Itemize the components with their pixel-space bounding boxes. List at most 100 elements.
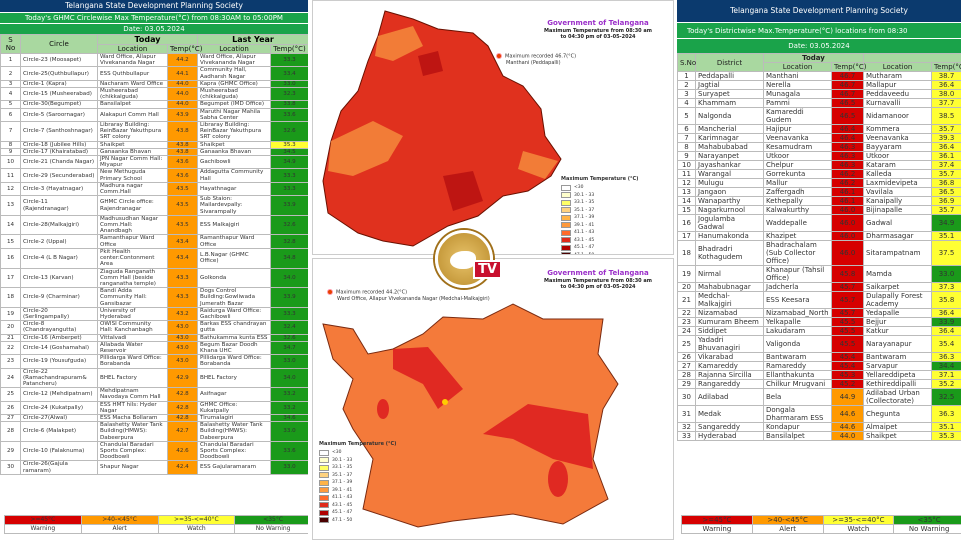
today-location-cell: Kondapur	[763, 422, 832, 432]
table-row: 6 Circle-5 (Saroornagar) Alakapuri Comm Ha…	[0, 107, 308, 123]
circle-cell: Circle-13 (Karvan)	[20, 267, 98, 289]
today-temp-cell: 43.4	[166, 247, 199, 269]
legend-item: 43.1 - 45	[561, 237, 638, 245]
last-year-location-cell: Community Hall, Aadharsh Nagar	[197, 66, 272, 81]
legend-item: 47.1 - 50	[561, 252, 638, 254]
table-row: 2 Jagtial Nerella 46.7 Mallapur 36.4	[677, 80, 961, 90]
col-today: Today	[763, 53, 864, 63]
circle-cell: Circle-1 (Kapra)	[20, 79, 98, 89]
today-temp-cell: 43.6	[166, 155, 199, 170]
circle-cell: Circle-28(Malkajgiri)	[20, 214, 98, 236]
circle-cell: Circle-15 (Musheerabad)	[20, 87, 98, 102]
last-year-temp-cell: 32.8	[270, 234, 308, 249]
sno-cell: 27	[677, 361, 696, 371]
map-top-max-recorded: Maximum recorded 46.7(°C) Manthani (Pedda…	[496, 53, 576, 66]
right-subtitle: Today's Districtwise Max.Temperature(°C)…	[677, 22, 961, 38]
sno-cell: 30	[0, 460, 21, 475]
sno-cell: 13	[677, 187, 696, 197]
table-row: 18 Bhadradri Kothagudem Bhadrachalam (Sub …	[677, 240, 961, 266]
today-temp-cell: 46.2	[831, 178, 864, 188]
district-cell: Karimnagar	[695, 133, 764, 143]
last-year-temp-cell: 35.2	[931, 379, 961, 389]
sno-cell: 28	[0, 421, 21, 442]
table-row: 22 Nizamabad Nizamabad_North 45.7 Yedapalle 3…	[677, 308, 961, 318]
last-year-location-cell: ESS Malkajgiri	[197, 214, 272, 236]
today-temp-cell: 44.0	[166, 87, 199, 102]
table-row: 17 Circle-13 (Karvan) Ziaguda Ranganath Co…	[0, 267, 308, 289]
legend-swatch	[561, 244, 571, 251]
sno-cell: 19	[677, 265, 696, 283]
col-temp: Temp(°C)	[831, 62, 867, 72]
circle-cell: Circle-4 (L B Nagar)	[20, 247, 98, 269]
ghmc-table: S No Circle Today Last Year Location Temp(°C…	[0, 34, 308, 475]
last-year-location-cell: Barkas ESS chandrayan gutta	[197, 320, 272, 335]
district-cell: Adilabad	[695, 388, 764, 406]
last-year-location-cell: Kataram	[863, 160, 932, 170]
district-cell: Khammam	[695, 98, 764, 108]
legend-item: 37.1 - 39	[561, 214, 638, 222]
sno-cell: 11	[677, 169, 696, 179]
today-location-cell: New Methuguda Primary School	[97, 168, 168, 183]
table-row: 18 Circle-9 (Charminar) Bandi Adda Communi…	[0, 287, 308, 308]
sno-cell: 31	[677, 405, 696, 423]
table-row: 4 Khammam Pammi 46.5 Kurnavalli 37.7	[677, 98, 961, 108]
today-temp-cell: 44.6	[831, 422, 864, 432]
col-circle: Circle	[20, 34, 98, 54]
today-location-cell: Manthani	[763, 71, 832, 81]
today-location-cell: Madhusudhan Nagar Comm.Hall: Anandbagh	[97, 214, 168, 236]
sno-cell: 15	[0, 234, 21, 249]
table-row: 16 Jogulamba Gadwal Waddepalle 46.0 Gadwal 34…	[677, 214, 961, 232]
last-year-location-cell: Ward Office, Allapur Vivekananda Nagar	[197, 52, 272, 68]
legend-item: 35.1 - 37	[561, 207, 638, 215]
today-location-cell: BHEL Factory	[97, 367, 168, 389]
legend-swatch	[561, 214, 571, 221]
last-year-temp-cell: 36.4	[931, 80, 961, 90]
table-row: 1 Peddapalli Manthani 46.7 Mutharam 38.7	[677, 71, 961, 81]
circle-cell: Circle-25(Quthbullapur)	[20, 66, 98, 81]
last-year-temp-cell: 35.3	[931, 431, 961, 441]
table-row: 25 Yadadri Bhuvanagiri Valigonda 45.5 Naraya…	[677, 335, 961, 353]
last-year-location-cell: L.B.Nagar (GHMC Office)	[197, 247, 272, 269]
today-location-cell: Pillidarga Ward Office: Borabanda	[97, 354, 168, 369]
sno-cell: 28	[677, 370, 696, 380]
last-year-temp-cell: 34.7	[270, 340, 308, 356]
today-location-cell: Musheerabad (chikkalguda)	[97, 87, 168, 102]
last-year-temp-cell: 33.9	[270, 195, 308, 216]
sno-cell: 7	[0, 121, 21, 142]
today-temp-cell: 45.3	[831, 370, 864, 380]
last-year-temp-cell: 36.4	[931, 142, 961, 152]
last-year-location-cell: Bantwaram	[863, 352, 932, 362]
legend-swatch	[561, 252, 571, 254]
last-year-temp-cell: 36.5	[931, 187, 961, 197]
legend-item: 45.1 - 47	[319, 509, 396, 517]
today-temp-cell: 46.7	[831, 89, 864, 99]
last-year-location-cell: Shaikpet	[197, 140, 272, 149]
table-row: 9 Circle-17 (Khairatabad) Ganaanka Bhavan 4…	[0, 147, 308, 157]
sno-cell: 29	[0, 440, 21, 462]
legend-item: 43.1 - 45	[319, 502, 396, 510]
today-temp-cell: 43.8	[166, 121, 199, 142]
sno-cell: 26	[0, 400, 21, 415]
sno-cell: 19	[0, 306, 21, 322]
legend-label: No Warning	[234, 524, 308, 534]
last-year-location-cell: GHMC Office: Kukatpally	[197, 400, 272, 415]
legend-item-label: 35.1 - 37	[332, 472, 353, 478]
sno-cell: 32	[677, 422, 696, 432]
today-temp-cell: 46.5	[831, 98, 864, 108]
table-row: 15 Nagarkurnool Kalwakurthy 46.0 Bijinapalle…	[677, 205, 961, 215]
last-year-location-cell: Chegunta	[863, 405, 932, 423]
legend-item-label: 41.1 - 43	[574, 230, 595, 236]
district-cell: Jangaon	[695, 187, 764, 197]
last-year-location-cell: Pillidarga Ward Office: Borabanda	[197, 354, 272, 369]
last-year-temp-cell: 37.3	[931, 282, 961, 292]
legend-swatch	[319, 487, 329, 494]
table-row: 32 Sangareddy Kondapur 44.6 Almaipet 35.1	[677, 422, 961, 432]
today-temp-cell: 46.0	[831, 240, 864, 266]
telangana-map-shape	[322, 10, 562, 247]
sno-cell: 20	[0, 320, 21, 335]
last-year-temp-cell: 33.4	[270, 66, 308, 81]
sno-cell: 23	[0, 354, 21, 369]
ghmc-circlewise-table-panel: Telangana State Development Planning Soc…	[0, 0, 308, 540]
sno-cell: 20	[677, 282, 696, 292]
sno-cell: 16	[0, 247, 21, 269]
